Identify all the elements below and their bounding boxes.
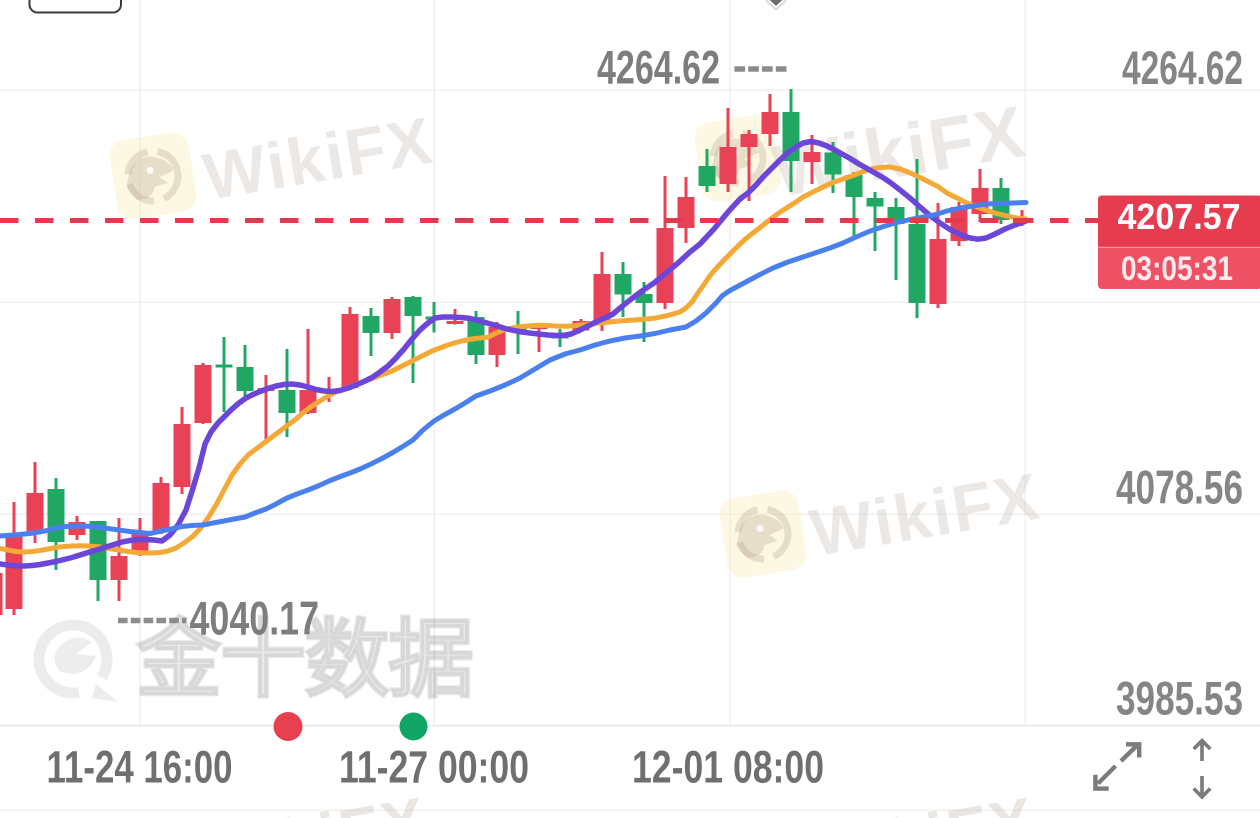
- svg-text:4040.17: 4040.17: [190, 592, 320, 645]
- svg-text:11-27 00:00: 11-27 00:00: [339, 742, 529, 793]
- svg-text:4207.57: 4207.57: [1118, 196, 1241, 237]
- svg-text:WikiFX: WikiFX: [805, 459, 1045, 570]
- svg-text:4264.62: 4264.62: [1122, 41, 1243, 94]
- svg-text:WikiFX: WikiFX: [800, 783, 1040, 818]
- svg-text:4264.62: 4264.62: [597, 41, 720, 94]
- svg-text:WikiFX: WikiFX: [198, 103, 438, 214]
- svg-text:金十数据: 金十数据: [135, 612, 472, 708]
- svg-text:4078.56: 4078.56: [1116, 461, 1243, 514]
- svg-text:03:05:31: 03:05:31: [1121, 250, 1233, 288]
- svg-text:11-24 16:00: 11-24 16:00: [47, 742, 233, 793]
- svg-text:12-01 08:00: 12-01 08:00: [632, 742, 824, 793]
- svg-text:3985.53: 3985.53: [1116, 672, 1243, 725]
